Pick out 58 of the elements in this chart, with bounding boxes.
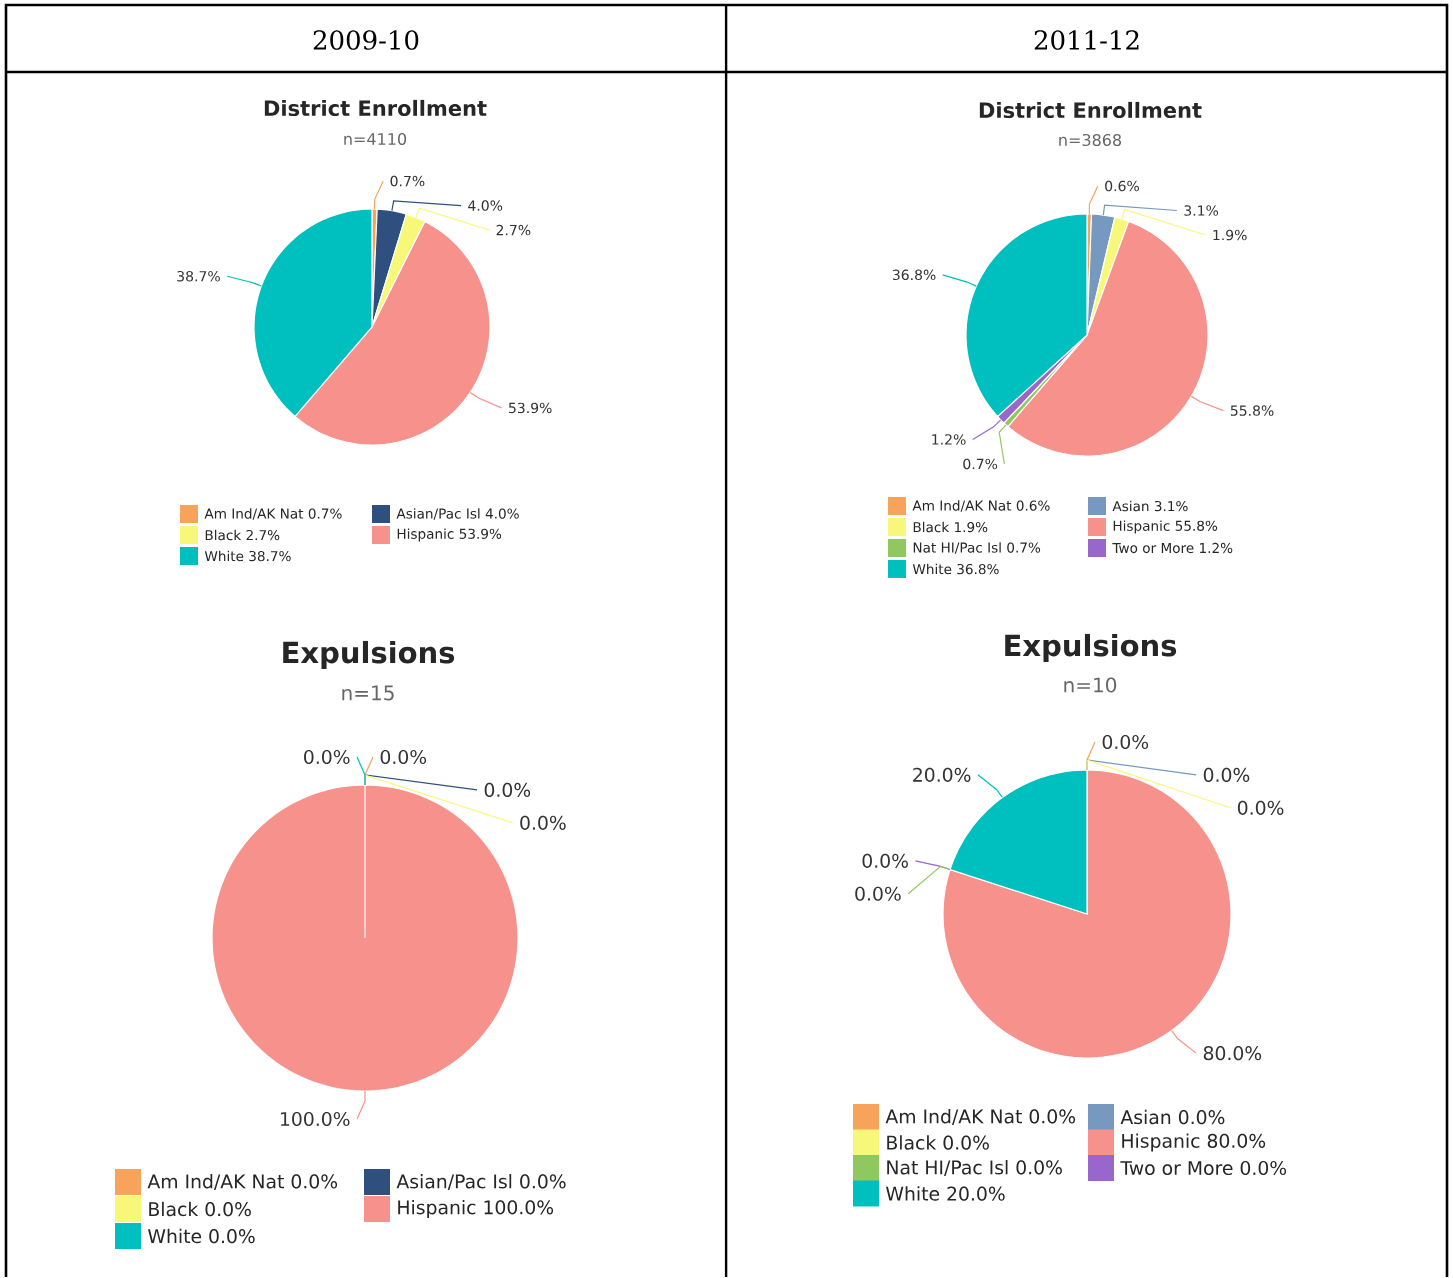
legend-label: Asian/Pac Isl 0.0% <box>396 1173 566 1190</box>
legend-label: White 20.0% <box>886 1186 1005 1201</box>
data-label: 38.7% <box>177 270 220 282</box>
chart-title: Expulsions <box>1005 633 1177 662</box>
legend-label: Hispanic 55.8% <box>1113 520 1218 534</box>
data-label: 2.7% <box>496 224 531 236</box>
data-label: 0.7% <box>963 458 998 470</box>
legend-label: Am Ind/AK Nat 0.0% <box>147 1173 338 1190</box>
chart-title: Expulsions <box>283 640 455 669</box>
legend-label: White 38.7% <box>204 550 291 562</box>
text: 0.0% <box>1237 800 1284 815</box>
chart-subtitle: n=3868 <box>1059 133 1122 146</box>
text: 0.0% <box>304 749 350 764</box>
chart-subtitle: n=4110 <box>344 132 407 145</box>
text: 0.0% <box>380 749 427 764</box>
legend-label: Black 1.9% <box>913 521 988 533</box>
data-label: 3.1% <box>1184 205 1219 216</box>
chart-title: District Enrollment <box>264 99 487 116</box>
data-label: 4.0% <box>468 200 503 211</box>
data-label: 0.6% <box>1105 180 1139 192</box>
legend-label: Black 2.7% <box>205 529 280 541</box>
data-label: 1.2% <box>932 434 966 445</box>
legend-label: White 0.0% <box>148 1228 255 1244</box>
legend-label: Hispanic 100.0% <box>398 1199 554 1218</box>
text: 0.0% <box>484 782 531 797</box>
data-label: 0.7% <box>390 175 425 187</box>
text: 0.0% <box>855 886 901 901</box>
data-label: 80.0% <box>1203 1045 1262 1061</box>
legend-label: Asian/Pac Isl 4.0% <box>396 508 519 520</box>
data-label: 36.8% <box>892 269 936 280</box>
chart-title: District Enrollment <box>979 101 1202 118</box>
legend-label: White 36.8% <box>912 563 999 575</box>
data-label: 53.9% <box>508 402 552 414</box>
legend-label: Asian 3.1% <box>1112 500 1188 512</box>
legend-label: Nat HI/Pac Isl 0.7% <box>913 542 1041 554</box>
legend-label: Am Ind/AK Nat 0.6% <box>912 500 1050 512</box>
chart-subtitle: n=10 <box>1064 677 1117 693</box>
text: 0.0% <box>1203 767 1250 782</box>
data-label: 55.8% <box>1230 405 1274 416</box>
text: 0.0% <box>862 853 908 868</box>
legend-label: Nat HI/Pac Isl 0.0% <box>887 1159 1062 1176</box>
legend-label: Asian 0.0% <box>1120 1109 1225 1125</box>
legend-label: Hispanic 53.9% <box>397 528 502 542</box>
chart-subtitle: n=15 <box>342 685 394 701</box>
data-label: 1.9% <box>1213 229 1247 241</box>
text: 0.0% <box>520 815 566 830</box>
legend-label: Black 0.0% <box>149 1201 251 1217</box>
text: 2011-12 <box>1034 30 1139 50</box>
legend-label: Two or More 0.0% <box>1120 1160 1287 1175</box>
legend-label: Two or More 1.2% <box>1112 542 1233 553</box>
legend-label: Black 0.0% <box>887 1135 989 1150</box>
data-label: 20.0% <box>913 767 971 782</box>
text: 0.0% <box>1102 734 1149 749</box>
legend-label: Hispanic 80.0% <box>1122 1133 1266 1152</box>
data-label: 100.0% <box>280 1111 350 1126</box>
text: 2009-10 <box>313 30 419 50</box>
legend-label: Am Ind/AK Nat 0.0% <box>885 1108 1076 1125</box>
legend-label: Am Ind/AK Nat 0.7% <box>204 508 342 520</box>
